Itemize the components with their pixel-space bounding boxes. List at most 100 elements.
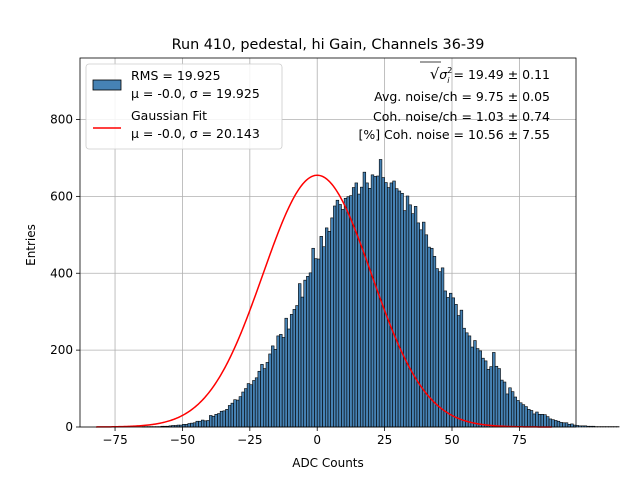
gaussian-fit-line [96, 174, 552, 428]
histogram-bar [346, 196, 350, 428]
histogram-bar [263, 368, 267, 428]
histogram-bar [578, 425, 582, 428]
x-tick-label: 25 [377, 433, 392, 447]
histogram-bar [400, 193, 404, 428]
histogram-bar [376, 175, 380, 428]
histogram-bar [308, 272, 313, 428]
histogram-bar [373, 176, 377, 428]
histogram-bar [465, 332, 469, 428]
histogram-bar [537, 414, 542, 428]
histogram-bar [559, 422, 563, 428]
histogram-bar [570, 423, 574, 428]
histogram-bar [535, 411, 539, 428]
histogram-bar [319, 236, 323, 428]
histogram-bar [462, 327, 466, 428]
histogram-bar [384, 182, 388, 428]
histogram-bar [564, 422, 569, 428]
histogram-bar [276, 335, 280, 428]
histogram-bar [540, 414, 544, 428]
legend-label-gaussian-fit-stats: μ = -0.0, σ = 20.143 [131, 126, 260, 141]
annotation-sigma-sup: 2 [447, 66, 452, 75]
histogram-bar [478, 350, 482, 428]
x-tick-label: 75 [512, 433, 527, 447]
histogram-bar [443, 290, 447, 428]
histogram-bar [392, 180, 396, 428]
annotation-sigma-sqrt-sign: √ [430, 65, 440, 83]
histogram-bar [303, 279, 307, 428]
histogram-bar [408, 204, 412, 428]
histogram-bar [405, 195, 410, 428]
histogram-bar [511, 391, 515, 428]
x-tick-label: 50 [444, 433, 459, 447]
histogram-bar [217, 413, 221, 428]
histogram-bar [260, 364, 264, 428]
histogram-bar [516, 400, 520, 428]
histogram-bar [554, 420, 558, 428]
histogram-bar [227, 405, 232, 428]
histogram-bar [333, 205, 337, 428]
y-tick-label: 600 [50, 189, 73, 203]
y-tick-label: 400 [50, 266, 73, 280]
annotation-sigma-symbol: σ [439, 67, 448, 82]
histogram-bar [225, 409, 229, 428]
histogram-bar [424, 234, 429, 428]
histogram-bar [273, 349, 278, 428]
histogram-bar [502, 381, 507, 428]
histogram-bar [365, 182, 369, 428]
y-tick-label: 0 [65, 420, 73, 434]
histogram-bar [527, 409, 531, 428]
histogram-bar [306, 276, 310, 428]
histogram-bar [532, 413, 536, 428]
histogram-bar [457, 315, 461, 428]
y-tick-label: 800 [50, 113, 73, 127]
noise-annotations: √σ2 i = 19.49 ± 0.11 Avg. noise/ch = 9.75… [358, 61, 550, 142]
histogram-bar [575, 425, 579, 428]
histogram-bar [591, 425, 596, 428]
histogram-bar [546, 416, 550, 428]
histogram-bar [325, 227, 329, 428]
histogram-bar [201, 419, 205, 428]
x-tick-label: −75 [102, 433, 127, 447]
histogram-bar [206, 420, 210, 428]
histogram-bar [287, 328, 291, 428]
histogram-bar [233, 399, 237, 428]
histogram-bar [241, 391, 245, 428]
legend-box [85, 63, 283, 150]
annotation-sigma-value: = 19.49 ± 0.11 [450, 67, 550, 82]
histogram-bar [211, 415, 216, 428]
histogram-bar [562, 422, 566, 428]
histogram-bar [427, 246, 431, 428]
histogram-bar [335, 199, 340, 428]
histogram-bar [451, 297, 455, 428]
histogram-bar [357, 193, 361, 428]
histogram-bar [198, 420, 202, 428]
histogram-bar [484, 360, 488, 428]
histogram-bar [236, 399, 240, 428]
histogram-bar [387, 187, 391, 428]
histogram-bar [246, 383, 251, 428]
histogram-bar [362, 171, 367, 428]
histogram-bar [449, 292, 453, 428]
histogram-bar [475, 348, 480, 428]
legend-label-rms: RMS = 19.925 [131, 68, 221, 83]
histogram-bar [203, 420, 207, 428]
histogram-bar [271, 345, 275, 428]
plot-frame [79, 57, 577, 428]
annotation-coh-noise: Coh. noise/ch = 1.03 ± 0.74 [373, 109, 550, 124]
histogram-bar [230, 402, 234, 428]
y-tick-label: 200 [50, 343, 73, 357]
histogram-bar [370, 174, 375, 428]
histogram-bar [184, 424, 189, 428]
histogram-bar [521, 404, 526, 428]
histogram-bar [459, 309, 464, 428]
histogram-bar [222, 410, 226, 428]
histogram-bar [214, 414, 218, 428]
histogram-bar [360, 186, 364, 428]
histogram-bar [497, 368, 501, 428]
histogram-bar [219, 410, 224, 428]
histogram-bar [556, 420, 561, 428]
histogram-bar [249, 384, 253, 428]
histogram-bar [467, 335, 472, 428]
histogram-bar [182, 424, 186, 428]
